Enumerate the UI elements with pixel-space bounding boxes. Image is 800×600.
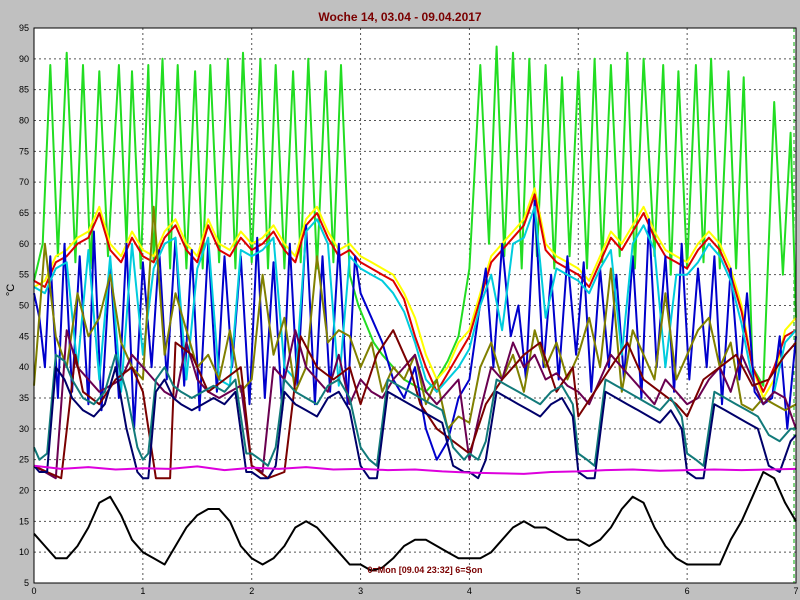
- x-tick-label: 4: [467, 586, 472, 596]
- y-tick-labels: 5 10 15 20 25 30 35 40 45 50 55 60 65 70 75 80 85 90 95: [19, 23, 29, 588]
- x-tick-label: 1: [140, 586, 145, 596]
- series-group: [33, 45, 797, 572]
- y-tick-label: 65: [19, 208, 29, 218]
- x-tick-label: 5: [576, 586, 581, 596]
- y-tick-label: 60: [19, 239, 29, 249]
- y-tick-label: 55: [19, 270, 29, 280]
- y-tick-label: 10: [19, 547, 29, 557]
- y-axis-label: °C: [5, 284, 17, 296]
- y-tick-label: 35: [19, 393, 29, 403]
- y-tick-label: 85: [19, 85, 29, 95]
- y-tick-label: 75: [19, 146, 29, 156]
- series-line-3: [33, 193, 797, 393]
- series-line-12: [33, 471, 797, 572]
- y-tick-label: 15: [19, 516, 29, 526]
- series-line-9: [33, 353, 796, 467]
- chart-title: Woche 14, 03.04 - 09.04.2017: [318, 10, 482, 24]
- y-tick-label: 5: [24, 578, 29, 588]
- y-tick-label: 70: [19, 177, 29, 187]
- footer-note: 0=Mon [09.04 23:32] 6=Son: [367, 565, 482, 575]
- y-tick-label: 20: [19, 486, 29, 496]
- y-tick-label: 40: [19, 362, 29, 372]
- series-line-5: [33, 205, 797, 406]
- y-tick-label: 80: [19, 116, 29, 126]
- series-line-2: [33, 187, 797, 399]
- plot-frame: [33, 27, 797, 584]
- x-tick-labels: 0 1 2 3 4 5 6 7: [31, 586, 798, 596]
- series-line-10: [33, 366, 797, 480]
- x-tick-label: 6: [685, 586, 690, 596]
- y-tick-label: 45: [19, 331, 29, 341]
- y-tick-label: 30: [19, 424, 29, 434]
- y-tick-label: 50: [19, 301, 29, 311]
- x-tick-label: 3: [358, 586, 363, 596]
- y-tick-label: 25: [19, 455, 29, 465]
- x-tick-label: 2: [249, 586, 254, 596]
- series-line-11: [33, 464, 797, 475]
- x-tick-label: 0: [31, 586, 36, 596]
- series-line-7: [33, 329, 797, 480]
- x-tick-label: 7: [793, 586, 798, 596]
- y-tick-label: 95: [19, 23, 29, 33]
- y-tick-label: 90: [19, 54, 29, 64]
